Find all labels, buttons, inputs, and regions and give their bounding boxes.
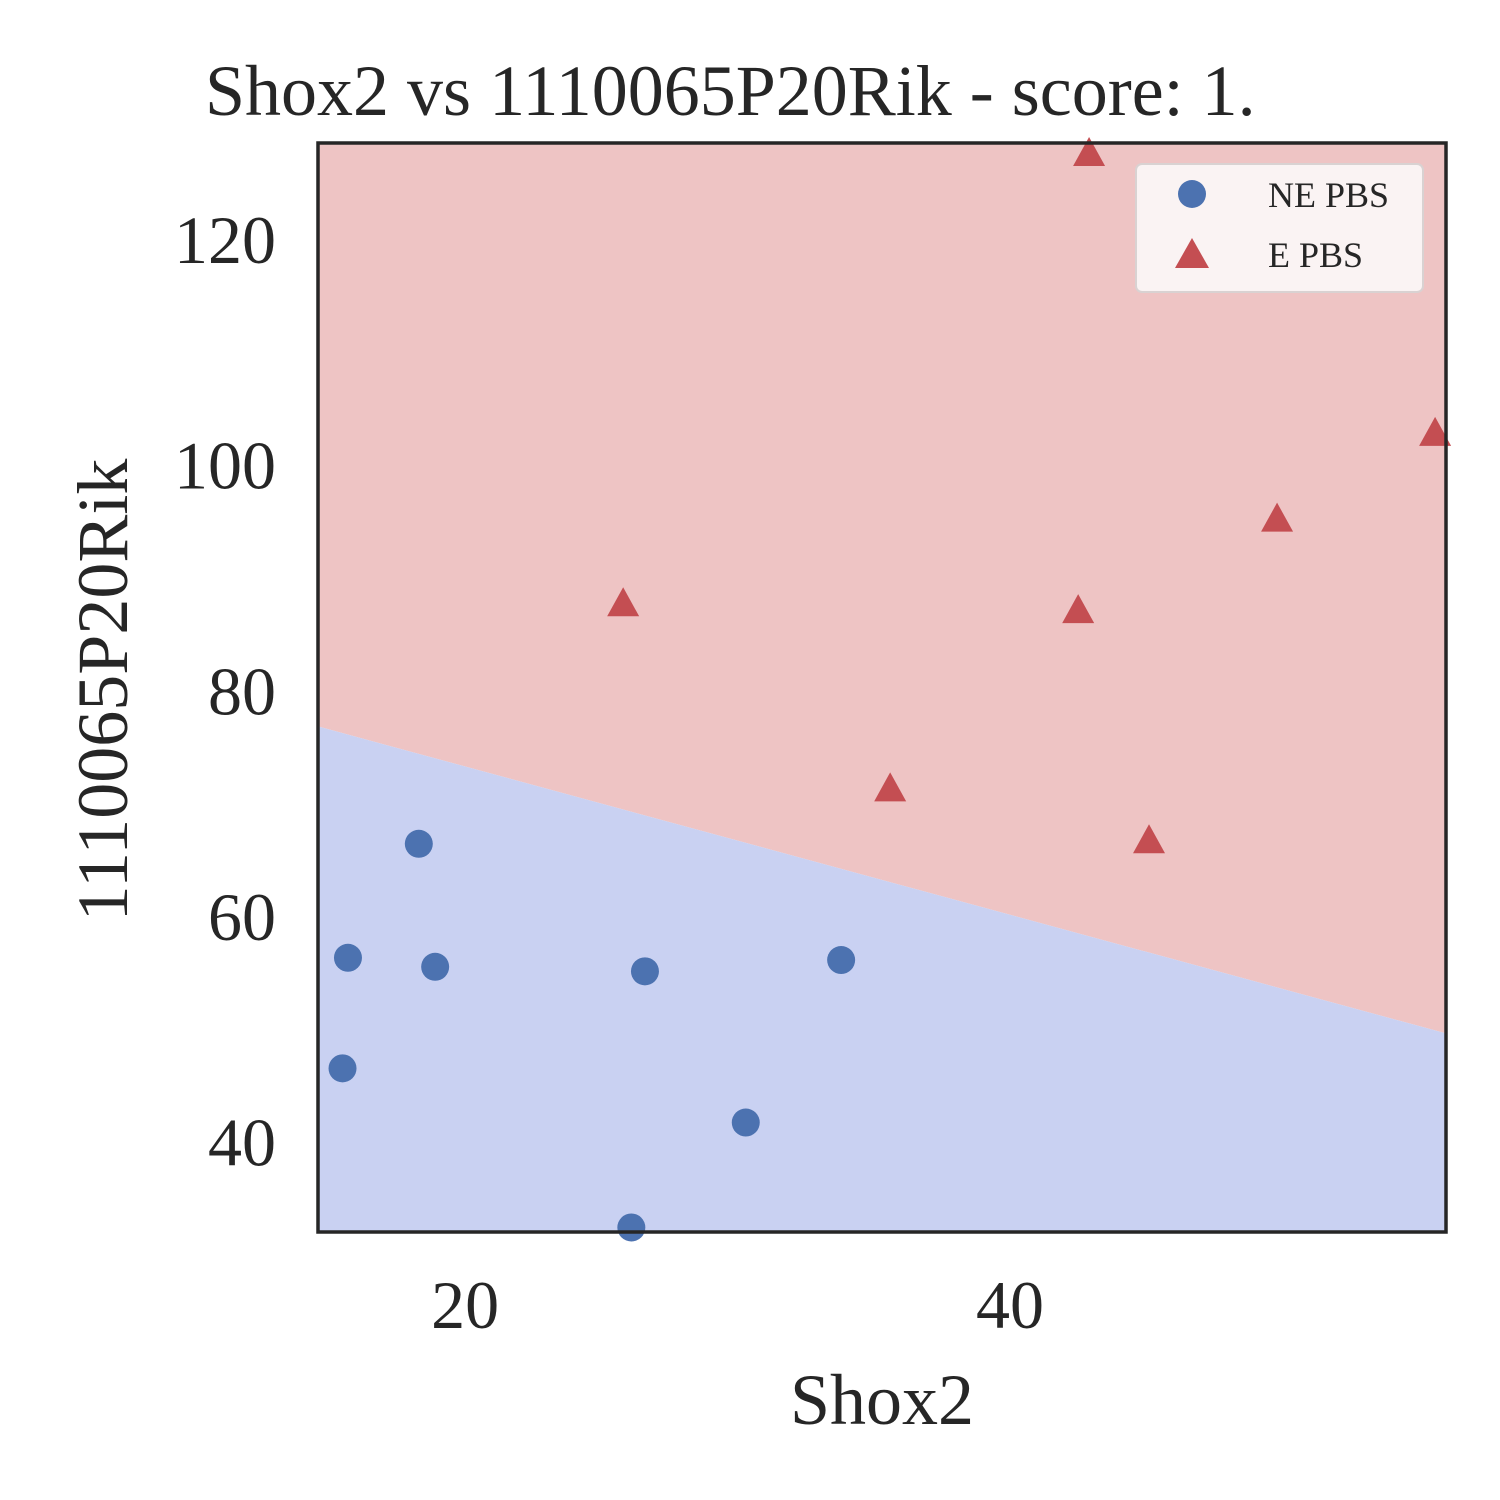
e-pbs-point-6: [1133, 824, 1166, 854]
legend-marker-ne-pbs: [1178, 180, 1206, 208]
ne-pbs-point-5: [328, 1054, 357, 1083]
legend: NE PBS E PBS: [1135, 163, 1424, 293]
e-pbs-point-4: [1062, 594, 1095, 624]
legend-label-ne-pbs: NE PBS: [1268, 175, 1389, 215]
decision-regions: [318, 143, 1446, 1232]
e-pbs-point-3: [607, 587, 640, 617]
ne-pbs-point-0: [404, 829, 433, 858]
chart-title: Shox2 vs 1110065P20Rik - score: 1.: [205, 51, 1256, 131]
e-pbs-point-2: [1261, 502, 1294, 532]
e-pbs-point-1: [1419, 416, 1452, 446]
data-points: [328, 137, 1452, 1242]
legend-label-e-pbs: E PBS: [1268, 235, 1363, 275]
y-tick-label-80: 80: [208, 653, 276, 729]
ne-pbs-point-4: [827, 946, 856, 975]
region-upper: [318, 143, 1446, 1034]
y-tick-label-40: 40: [208, 1105, 276, 1181]
x-axis-label: Shox2: [790, 1360, 974, 1440]
y-tick-label-120: 120: [174, 202, 276, 278]
legend-box: [1135, 163, 1424, 293]
x-tick-label-40: 40: [976, 1267, 1044, 1343]
e-pbs-point-5: [874, 772, 907, 802]
x-tick-label-20: 20: [431, 1267, 499, 1343]
y-tick-label-60: 60: [208, 879, 276, 955]
ne-pbs-point-3: [630, 957, 659, 986]
ne-pbs-point-1: [333, 943, 362, 972]
ne-pbs-point-6: [731, 1108, 760, 1137]
plot-frame: [316, 141, 1448, 1234]
region-lower: [318, 726, 1446, 1232]
ne-pbs-point-7: [617, 1213, 646, 1242]
legend-marker-e-pbs: [1175, 238, 1209, 268]
e-pbs-point-0: [1073, 137, 1106, 167]
y-axis-label: 1110065P20Rik: [63, 459, 143, 922]
tick-labels: 20 40 40 60 80 100 120: [174, 202, 1044, 1343]
ne-pbs-point-2: [421, 952, 450, 981]
y-tick-label-100: 100: [174, 428, 276, 504]
